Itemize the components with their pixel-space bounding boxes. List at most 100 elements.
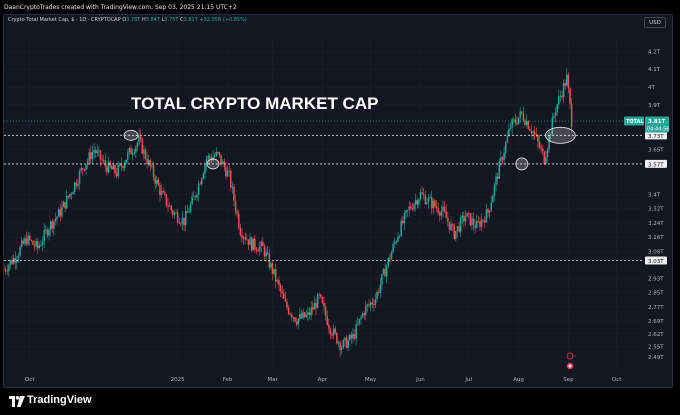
candle-body[interactable]	[506, 136, 509, 143]
candle-body[interactable]	[360, 317, 362, 319]
candle-body[interactable]	[461, 215, 464, 218]
candle-body[interactable]	[339, 342, 341, 350]
price-chart[interactable]: TOTAL CRYPTO MARKET CAP 4.2T 4.1T 4T 3.9T 3.7…	[4, 15, 672, 387]
candle-body[interactable]	[305, 314, 308, 318]
candle-body[interactable]	[51, 221, 53, 229]
candle-body[interactable]	[41, 241, 44, 246]
candle-body[interactable]	[533, 131, 536, 135]
candle-body[interactable]	[548, 135, 550, 150]
candle-body[interactable]	[244, 237, 246, 240]
candle-body[interactable]	[365, 306, 367, 316]
candle-body[interactable]	[308, 312, 311, 316]
annotation-circle[interactable]	[123, 129, 139, 141]
candle-body[interactable]	[6, 270, 8, 272]
candle-body[interactable]	[236, 211, 238, 214]
candle-body[interactable]	[183, 217, 185, 226]
candle-body[interactable]	[45, 229, 47, 231]
candle-body[interactable]	[474, 225, 476, 228]
candle-body[interactable]	[139, 135, 142, 139]
candle-body[interactable]	[17, 255, 20, 260]
candle-body[interactable]	[495, 176, 497, 185]
candle-body[interactable]	[265, 252, 267, 257]
candle-body[interactable]	[562, 83, 565, 98]
candle-body[interactable]	[128, 147, 131, 152]
candle-body[interactable]	[27, 235, 29, 245]
candle-body[interactable]	[180, 223, 182, 225]
candle-body[interactable]	[564, 83, 566, 86]
candle-body[interactable]	[421, 192, 423, 194]
candle-body[interactable]	[33, 244, 36, 247]
candle-body[interactable]	[242, 237, 245, 239]
candle-body[interactable]	[459, 217, 462, 232]
candle-body[interactable]	[72, 191, 74, 195]
candle-body[interactable]	[422, 193, 425, 196]
candle-body[interactable]	[340, 348, 343, 350]
candle-body[interactable]	[512, 119, 515, 121]
candle-body[interactable]	[561, 95, 563, 98]
candle-body[interactable]	[19, 247, 21, 256]
candle-body[interactable]	[273, 269, 275, 275]
candle-body[interactable]	[167, 205, 169, 207]
candle-body[interactable]	[500, 157, 502, 162]
candle-body[interactable]	[258, 246, 261, 252]
candle-body[interactable]	[284, 298, 287, 302]
candle-body[interactable]	[521, 111, 523, 113]
candle-body[interactable]	[25, 238, 28, 245]
candle-body[interactable]	[99, 150, 102, 160]
candle-body[interactable]	[334, 328, 337, 333]
candle-body[interactable]	[570, 103, 573, 128]
candle-body[interactable]	[332, 328, 335, 336]
candle-body[interactable]	[315, 303, 317, 309]
candle-body[interactable]	[20, 240, 23, 248]
candle-body[interactable]	[347, 340, 349, 348]
candle-body[interactable]	[231, 186, 234, 188]
candle-body[interactable]	[28, 235, 31, 241]
candle-body[interactable]	[443, 206, 446, 212]
candle-body[interactable]	[127, 151, 129, 160]
candle-body[interactable]	[247, 239, 250, 245]
candle-body[interactable]	[504, 142, 507, 153]
candle-body[interactable]	[138, 135, 140, 143]
candle-body[interactable]	[477, 221, 480, 223]
candle-body[interactable]	[311, 307, 314, 310]
candle-body[interactable]	[250, 237, 253, 251]
candle-body[interactable]	[175, 212, 177, 214]
candle-body[interactable]	[403, 213, 406, 224]
candle-body[interactable]	[164, 192, 166, 195]
candle-body[interactable]	[159, 185, 161, 195]
candle-body[interactable]	[540, 147, 542, 149]
candle-body[interactable]	[205, 159, 208, 165]
candle-body[interactable]	[107, 161, 110, 173]
candle-body[interactable]	[57, 209, 60, 217]
candle-body[interactable]	[344, 337, 346, 341]
candle-body[interactable]	[300, 314, 303, 318]
candle-body[interactable]	[410, 206, 412, 209]
candle-body[interactable]	[456, 226, 459, 231]
candle-body[interactable]	[196, 194, 198, 198]
candle-body[interactable]	[487, 209, 489, 213]
candle-body[interactable]	[424, 195, 427, 205]
candle-body[interactable]	[162, 191, 164, 193]
symbol-name[interactable]: Crypto Total Market Cap, $ · 1D · CRYPTO…	[8, 17, 121, 23]
candle-body[interactable]	[493, 184, 496, 196]
candle-body[interactable]	[437, 208, 439, 213]
candle-body[interactable]	[405, 210, 407, 214]
candle-body[interactable]	[411, 208, 414, 210]
candle-body[interactable]	[371, 302, 373, 305]
candle-body[interactable]	[130, 147, 132, 155]
candle-body[interactable]	[320, 294, 322, 298]
candle-body[interactable]	[408, 206, 410, 211]
candle-body[interactable]	[485, 209, 488, 223]
candle-body[interactable]	[146, 158, 148, 165]
candle-body[interactable]	[32, 240, 34, 245]
candle-body[interactable]	[482, 219, 484, 221]
candle-body[interactable]	[352, 334, 354, 339]
candle-body[interactable]	[498, 161, 501, 179]
candle-body[interactable]	[275, 269, 277, 282]
candle-body[interactable]	[469, 213, 472, 226]
candle-body[interactable]	[260, 241, 263, 247]
candle-body[interactable]	[479, 221, 481, 227]
candle-body[interactable]	[86, 160, 89, 165]
candle-body[interactable]	[201, 178, 203, 185]
candle-body[interactable]	[549, 134, 552, 136]
